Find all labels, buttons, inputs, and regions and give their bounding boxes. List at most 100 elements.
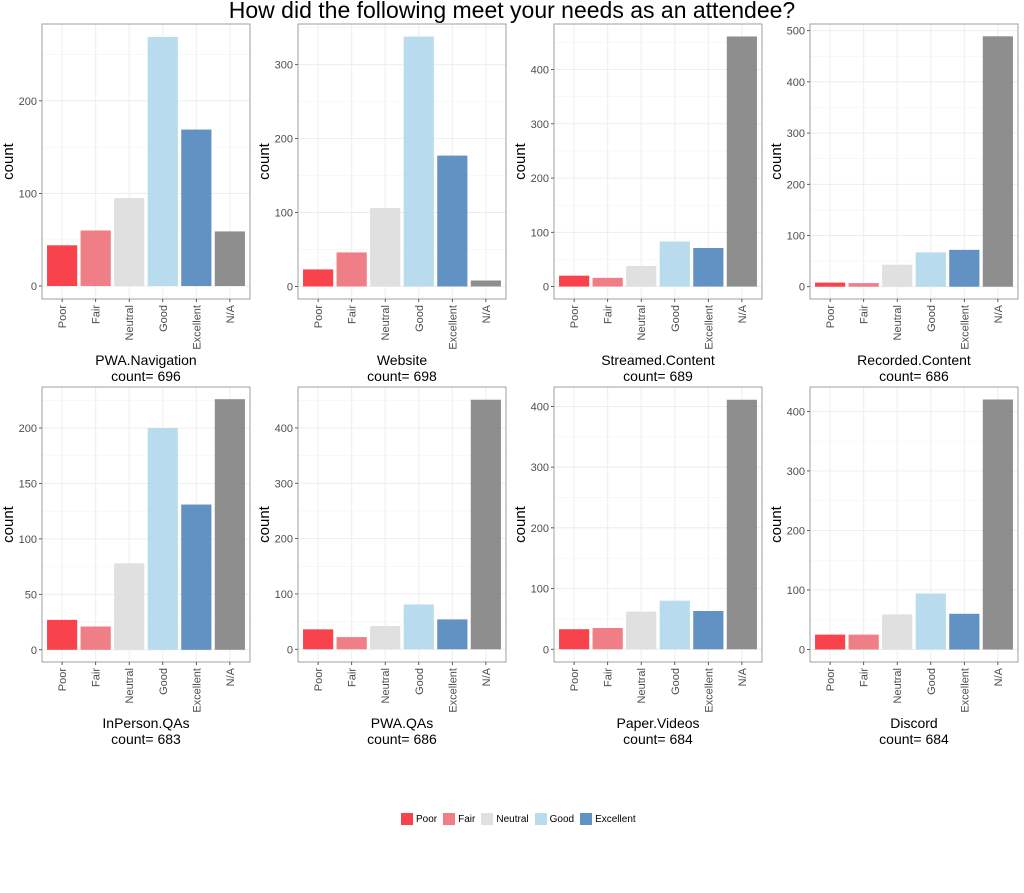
x-tick-label: Excellent [191, 305, 203, 350]
bar-website-excellent [437, 155, 468, 287]
x-tick-label: Fair [91, 305, 103, 324]
legend-label-poor: Poor [416, 813, 438, 825]
bar-website-poor [303, 269, 334, 287]
facet-count: count= 689 [623, 368, 693, 384]
bar-website-good [403, 36, 434, 287]
chart-main-title: How did the following meet your needs as… [228, 0, 796, 23]
x-tick-label: Good [670, 305, 682, 332]
legend-swatch-fair [443, 813, 456, 825]
x-tick-label: N/A [481, 304, 493, 323]
y-tick-label: 100 [531, 584, 549, 596]
facet-title: Streamed.Content [601, 352, 715, 368]
x-tick-label: Excellent [703, 305, 715, 350]
y-tick-label: 300 [275, 478, 293, 490]
x-tick-label: Neutral [636, 305, 648, 340]
y-axis-title: count [0, 505, 17, 543]
bar-pwa-navigation-neutral [114, 198, 145, 287]
facet-title: Paper.Videos [616, 715, 699, 731]
x-tick-label: N/A [225, 667, 237, 686]
y-tick-label: 0 [31, 645, 37, 657]
bar-recorded-content-fair [848, 283, 879, 287]
y-tick-label: 400 [531, 401, 549, 413]
legend-swatch-poor [401, 813, 413, 825]
bar-streamed-content-excellent [693, 248, 724, 287]
bar-pwa-navigation-fair [80, 230, 111, 287]
y-tick-label: 200 [787, 179, 805, 191]
x-tick-label: Fair [347, 668, 359, 687]
facet-count: count= 684 [623, 731, 693, 747]
y-tick-label: 0 [543, 644, 549, 656]
bar-streamed-content-neutral [626, 265, 657, 287]
bar-paper-videos-na [726, 399, 757, 650]
x-tick-label: N/A [737, 667, 749, 686]
panel-border [297, 386, 507, 663]
facet-title: Recorded.Content [857, 352, 971, 368]
legend-label-good: Good [549, 813, 575, 825]
bar-pwa-navigation-excellent [181, 129, 212, 287]
y-axis-title: count [512, 142, 529, 180]
x-tick-label: Excellent [959, 668, 971, 713]
panel-border [297, 23, 507, 300]
x-tick-label: Excellent [703, 668, 715, 713]
y-tick-label: 0 [799, 282, 805, 294]
bar-paper-videos-poor [559, 629, 590, 650]
legend-item-poor: Poor [401, 813, 437, 825]
y-tick-label: 100 [19, 188, 37, 200]
bar-inperson-qas-neutral [114, 563, 145, 650]
legend-item-good: Good [534, 813, 575, 825]
legend-label-neutral: Neutral [496, 813, 529, 825]
legend-swatch-excellent [580, 813, 593, 825]
y-tick-label: 400 [787, 406, 805, 418]
x-tick-label: Good [414, 305, 426, 332]
y-tick-label: 200 [19, 96, 37, 108]
x-tick-label: Good [926, 305, 938, 332]
bar-paper-videos-neutral [626, 611, 657, 650]
bar-website-fair [336, 252, 367, 287]
x-tick-label: Poor [57, 305, 69, 329]
y-axis-title: count [256, 142, 273, 180]
x-tick-label: Neutral [892, 305, 904, 340]
y-tick-label: 100 [275, 589, 293, 601]
facet-title: PWA.Navigation [95, 352, 196, 368]
x-tick-label: Fair [91, 668, 103, 687]
y-tick-label: 200 [275, 534, 293, 546]
x-tick-label: Good [926, 668, 938, 695]
x-tick-label: Fair [603, 668, 615, 687]
legend-label-fair: Fair [458, 813, 476, 825]
legend-item-excellent: Excellent [580, 813, 636, 825]
y-tick-label: 100 [19, 534, 37, 546]
x-tick-label: Excellent [447, 305, 459, 350]
x-tick-label: N/A [225, 304, 237, 323]
x-tick-label: Fair [347, 305, 359, 324]
legend-item-fair: Fair [443, 813, 475, 825]
x-tick-label: N/A [993, 667, 1005, 686]
bar-discord-fair [848, 634, 879, 650]
bar-inperson-qas-poor [47, 619, 78, 650]
y-tick-label: 200 [531, 173, 549, 185]
bar-discord-neutral [882, 614, 913, 650]
legend-swatch-good [534, 813, 547, 825]
y-axis-title: count [768, 505, 785, 543]
bar-paper-videos-fair [592, 628, 623, 650]
y-axis-title: count [768, 142, 785, 180]
legend-swatch-neutral [481, 813, 494, 825]
x-tick-label: Good [158, 305, 170, 332]
y-tick-label: 200 [531, 523, 549, 535]
bar-discord-good [915, 593, 946, 650]
x-tick-label: Excellent [191, 668, 203, 713]
panel-border [809, 386, 1019, 663]
bar-recorded-content-excellent [949, 249, 980, 287]
x-tick-label: Fair [603, 305, 615, 324]
panel-border [41, 23, 251, 300]
bar-discord-poor [815, 634, 846, 650]
x-tick-label: Neutral [124, 305, 136, 340]
bar-discord-excellent [949, 613, 980, 650]
x-tick-label: Poor [569, 305, 581, 329]
panel-border [553, 386, 763, 663]
bar-streamed-content-good [659, 241, 690, 287]
y-tick-label: 100 [787, 585, 805, 597]
facet-count: count= 698 [367, 368, 437, 384]
x-tick-label: Poor [313, 305, 325, 329]
bar-recorded-content-poor [815, 282, 846, 287]
panel-background [298, 24, 506, 299]
